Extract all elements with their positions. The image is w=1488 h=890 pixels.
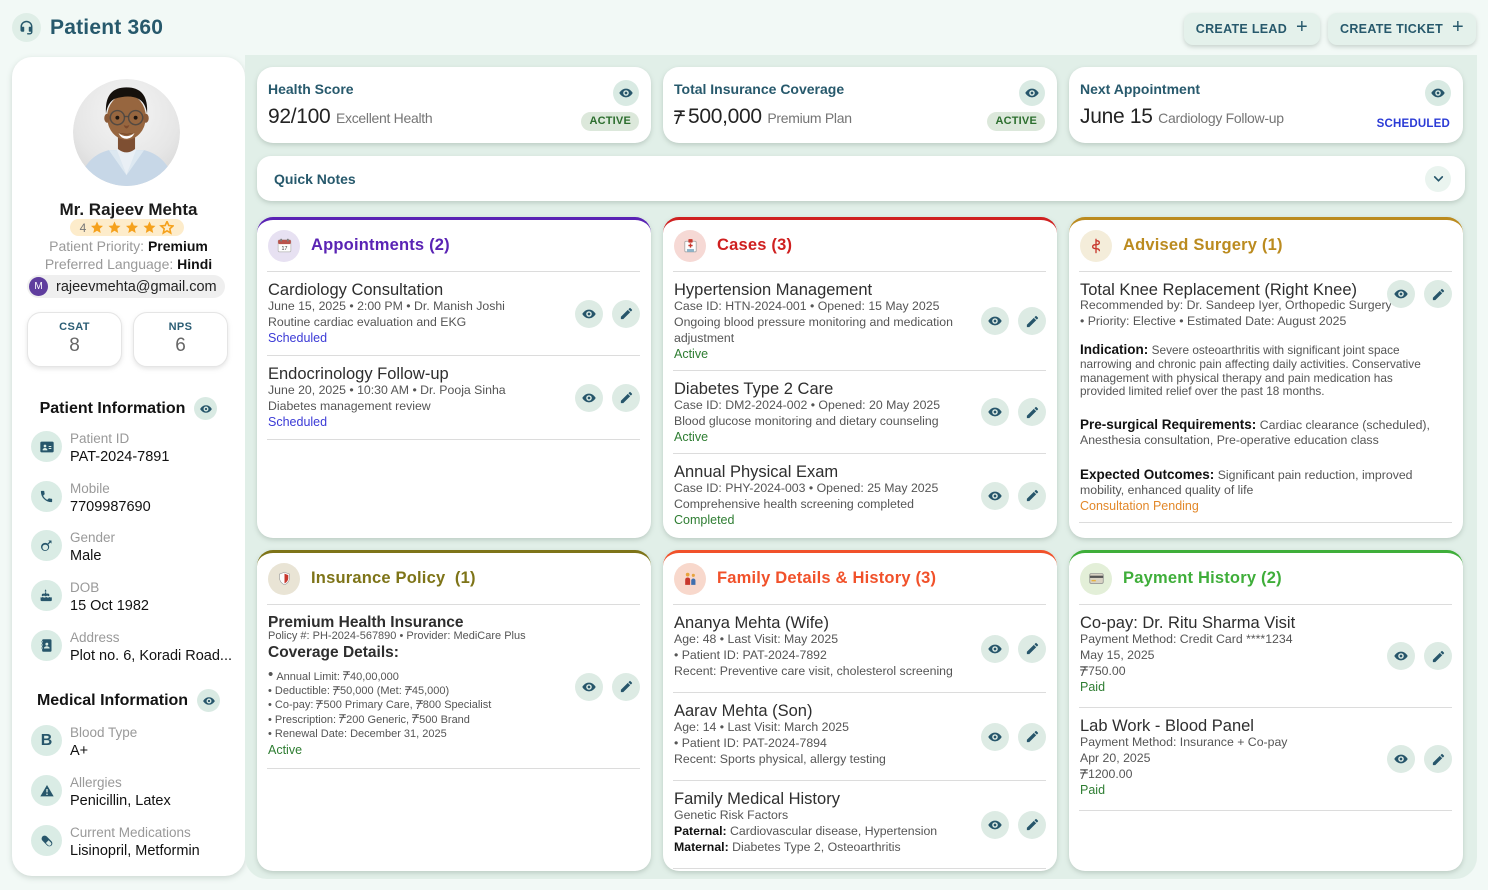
svg-text:17: 17 (281, 246, 287, 252)
